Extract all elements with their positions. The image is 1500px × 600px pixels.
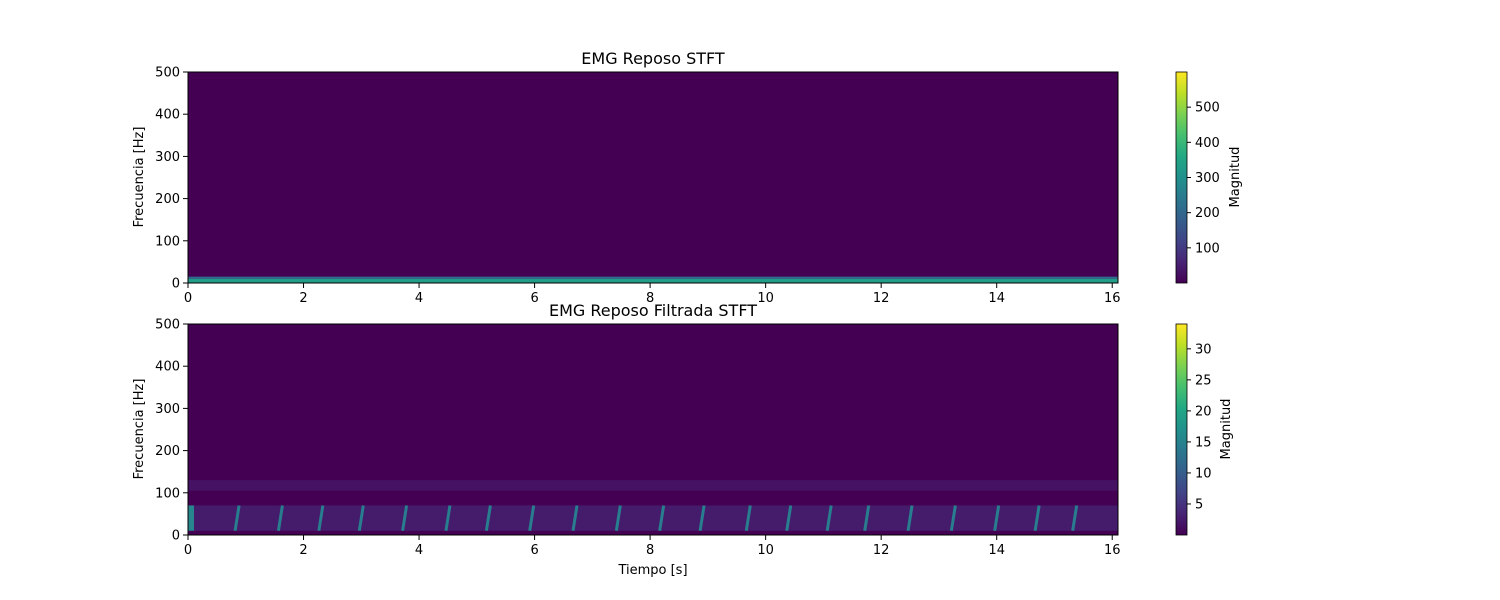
spectrogram-top: EMG Reposo STFT 0 2 4 6 8 10 12 14 16 0 100 200 300… [132,49,1243,306]
heatmap-background [188,72,1118,283]
stft-pulse [276,505,284,532]
y-axis-label-bottom: Frecuencia [Hz] [132,379,147,480]
chart-title-top: EMG Reposo STFT [581,49,725,68]
colorbar-top [1175,71,1188,284]
heatmap-bottom [188,324,1118,535]
x-tick-label: 2 [299,543,307,558]
x-tick-label: 0 [184,543,192,558]
x-ticks-top: 0 2 4 6 8 10 12 14 16 [184,283,1121,306]
colorbar-ticks-bottom: 5 10 15 20 25 30 [1187,342,1212,512]
stft-band [188,480,1118,491]
colorbar-tick-label: 30 [1195,342,1212,357]
stft-band [188,505,1118,531]
stft-pulse [233,505,241,532]
x-tick-label: 16 [1104,291,1121,306]
plot-frame-top [187,71,1119,284]
colorbar-tick-label: 20 [1195,404,1212,419]
stft-pulse [357,505,365,532]
stft-pulse [863,505,871,532]
x-ticks-bottom: 0 2 4 6 8 10 12 14 16 [184,535,1121,558]
y-ticks-bottom: 0 100 200 300 400 500 [155,318,188,544]
x-tick-label: 10 [757,543,774,558]
x-tick-label: 16 [1104,543,1121,558]
plot-frame-bottom [187,323,1119,536]
x-tick-label: 8 [646,291,654,306]
x-tick-label: 10 [757,291,774,306]
stft-onset [188,505,194,531]
y-ticks-top: 0 100 200 300 400 500 [155,66,188,292]
colorbar-tick-label: 100 [1195,241,1220,256]
stft-pulse [528,505,536,532]
colorbar-tick-label: 300 [1195,171,1220,186]
y-tick-label: 100 [155,486,180,501]
heatmap-top [188,72,1118,283]
x-tick-label: 12 [873,543,890,558]
y-tick-label: 0 [172,277,180,292]
stft-band [188,278,1118,283]
colorbar-tick-label: 25 [1195,373,1212,388]
colorbar-ticks-top: 100 200 300 400 500 [1187,101,1220,256]
stft-pulse [744,505,752,532]
stft-pulse [906,505,914,532]
spectrogram-bottom: EMG Reposo Filtrada STFT 0 2 4 6 8 10 12 14 16 0… [132,301,1234,578]
stft-pulse [317,505,325,532]
colorbar-tick-label: 200 [1195,206,1220,221]
y-tick-label: 200 [155,444,180,459]
colorbar-tick-label: 15 [1195,435,1212,450]
x-tick-label: 8 [646,543,654,558]
x-tick-label: 6 [530,291,538,306]
y-tick-label: 300 [155,402,180,417]
y-tick-label: 300 [155,150,180,165]
x-tick-label: 0 [184,291,192,306]
stft-pulse [614,505,622,532]
y-tick-label: 500 [155,318,180,333]
heatmap-background [188,324,1118,535]
x-tick-label: 2 [299,291,307,306]
stft-pulse [1071,505,1079,532]
y-tick-label: 200 [155,192,180,207]
x-tick-label: 4 [415,291,423,306]
y-tick-label: 500 [155,66,180,81]
stft-pulse [571,505,579,532]
stft-pulse [444,505,452,532]
colorbar-tick-label: 10 [1195,466,1212,481]
colorbar-tick-label: 500 [1195,101,1220,116]
colorbar-bottom [1175,323,1188,536]
x-tick-label: 4 [415,543,423,558]
colorbar-label-bottom: Magnitud [1219,399,1234,460]
y-tick-label: 400 [155,108,180,123]
stft-pulse [949,505,957,532]
stft-pulse [825,505,833,532]
x-tick-label: 6 [530,543,538,558]
x-tick-label: 14 [988,543,1005,558]
y-tick-label: 0 [172,529,180,544]
chart-title-bottom: EMG Reposo Filtrada STFT [549,301,757,320]
stft-band [188,276,1118,279]
stft-pulse [401,505,409,532]
y-axis-label-top: Frecuencia [Hz] [132,127,147,228]
stft-pulse [1033,505,1041,532]
y-tick-label: 100 [155,234,180,249]
colorbar-tick-label: 5 [1195,497,1203,512]
x-tick-label: 14 [988,291,1005,306]
x-axis-label-bottom: Tiempo [s] [617,563,687,578]
colorbar-tick-label: 400 [1195,136,1220,151]
stft-pulse [484,505,492,532]
stft-pulse [658,505,666,532]
stft-pulse [785,505,793,532]
x-tick-label: 12 [873,291,890,306]
y-tick-label: 400 [155,360,180,375]
colorbar-label-top: Magnitud [1228,147,1243,208]
stft-pulse [993,505,1001,532]
stft-pulse [698,505,706,532]
